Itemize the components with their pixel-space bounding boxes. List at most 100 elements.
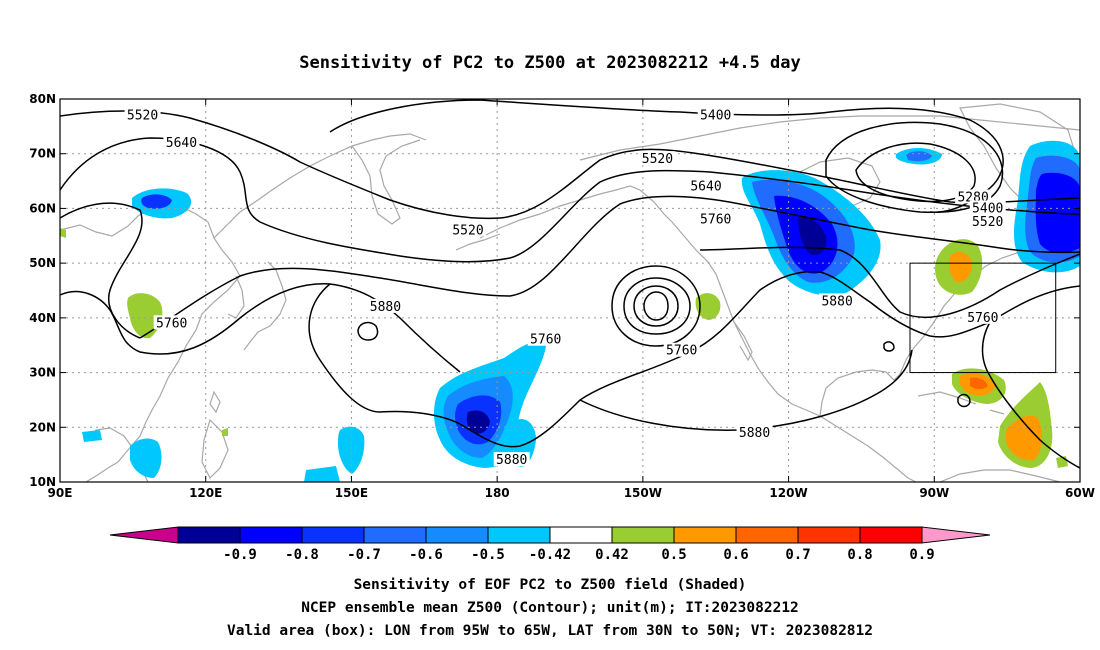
colorbar: -0.9 -0.8 -0.7 -0.6 -0.5 -0.42 0.42 0.5 0.6 0.7 0.…	[109, 526, 991, 563]
shade-pos-tropics	[222, 428, 228, 436]
colorbar-box	[487, 526, 551, 544]
contour-greenland-low-1	[855, 142, 976, 203]
coastline-south-america	[939, 469, 1061, 482]
shade-pos-china-small	[146, 308, 156, 318]
contour-5760-central	[139, 195, 1080, 339]
contour-label-bg	[819, 293, 856, 308]
contour-label-bg	[969, 214, 1006, 229]
coastline-aleutians	[455, 233, 501, 251]
coastline-central-america	[819, 415, 917, 482]
contour-label-bg	[493, 452, 530, 467]
contour-label-bg	[955, 189, 992, 204]
contour-label: 5640	[690, 180, 721, 195]
map-panel: 5520564054005520564057605520528054005520…	[29, 92, 1095, 500]
shade-pos-china	[127, 293, 163, 339]
figure-title: Sensitivity of PC2 to Z500 at 2023082212…	[299, 53, 801, 73]
contour-label-bg	[697, 107, 734, 122]
colorbar-high-arrow	[921, 526, 991, 544]
contour-label: 5400	[972, 201, 1003, 216]
contour-label: 5520	[972, 215, 1003, 230]
contour-small-loop-florida	[957, 393, 971, 408]
lon-tick-label: 120W	[769, 486, 807, 500]
contour-5880-pacific	[308, 283, 461, 425]
contour-label-bg	[163, 134, 200, 149]
shade-neg-westpac-small	[338, 426, 365, 474]
valid-area-box	[909, 262, 1057, 374]
lon-tick-label: 90W	[919, 486, 949, 500]
contour-label-bg	[969, 200, 1006, 215]
lon-tick-label: 60W	[1065, 486, 1095, 500]
contour-label: 5520	[127, 108, 158, 123]
colorbar-box	[301, 526, 365, 544]
colorbar-box	[363, 526, 427, 544]
contour-label-bg	[964, 309, 1001, 324]
contour-label: 5760	[530, 333, 561, 348]
contour-5880-caribbean	[981, 321, 1080, 469]
coastline-taiwan	[209, 390, 221, 414]
map-frame	[59, 98, 1081, 483]
contour-label: 5880	[496, 453, 527, 468]
contour-label: 5760	[700, 212, 731, 227]
contour-5760-low-outer	[611, 265, 701, 347]
contour-label-bg	[688, 178, 724, 193]
lon-tick-label: 150E	[335, 486, 368, 500]
contour-label: 5520	[452, 223, 483, 238]
contour-label-bg	[639, 151, 676, 166]
lat-tick-label: 60N	[29, 201, 56, 215]
shade-neg-pacific-peak	[466, 410, 490, 434]
contour-5880-east	[459, 270, 1080, 448]
contour-label-bg	[663, 342, 700, 357]
contour-5760-low-core	[643, 291, 669, 321]
lat-tick-label: 10N	[29, 475, 56, 489]
lat-tick-label: 50N	[29, 256, 56, 270]
lon-tick-label: 150W	[624, 486, 662, 500]
lat-tick-label: 80N	[29, 92, 56, 106]
shade-neg-scs-small	[82, 430, 102, 442]
contour-label: 5760	[967, 311, 998, 326]
colorbar-label: -0.7	[347, 547, 381, 563]
colorbar-label: -0.8	[285, 547, 319, 563]
colorbar-label: -0.6	[409, 547, 443, 563]
coastline-korea	[227, 275, 245, 319]
coastline-asia	[60, 205, 241, 482]
colorbar-label: 0.6	[723, 547, 748, 563]
lat-tick-label: 40N	[29, 311, 56, 325]
shade-pos-florida-peak	[970, 377, 988, 389]
colorbar-box	[549, 526, 613, 544]
contour-small-loop-sea	[883, 341, 895, 352]
colorbar-labels: -0.9 -0.8 -0.7 -0.6 -0.5 -0.42 0.42 0.5 0.6 0.7 0.…	[223, 547, 935, 563]
colorbar-label: 0.42	[595, 547, 629, 563]
colorbar-box	[673, 526, 737, 544]
colorbar-label: 0.7	[785, 547, 810, 563]
contour-5760-low-mid	[623, 277, 691, 335]
contour-label: 5880	[739, 426, 770, 441]
contour-label: 5760	[156, 316, 187, 331]
colorbar-box	[425, 526, 489, 544]
colorbar-box	[177, 526, 241, 544]
coastline-gulf-mexico	[819, 349, 913, 417]
contour-label: 5400	[700, 108, 731, 123]
coastline-canada-north	[579, 115, 1080, 161]
contour-5880-west	[60, 283, 461, 373]
contour-label-bg	[124, 107, 161, 122]
caption-shading: Sensitivity of EOF PC2 to Z500 field (Sh…	[354, 577, 747, 593]
colorbar-box	[735, 526, 799, 544]
colorbar-box	[859, 526, 923, 544]
contour-5640-west	[60, 137, 511, 263]
colorbar-label: 0.5	[661, 547, 686, 563]
longitude-ticks: 90E 120E 150E 180 150W 120W 90W 60W	[48, 99, 1095, 500]
contour-label: 5760	[666, 344, 697, 359]
colorbar-box	[239, 526, 303, 544]
contour-5880-small-high	[357, 321, 379, 341]
lat-tick-label: 30N	[29, 366, 56, 380]
contour-label-bg	[527, 331, 564, 346]
contour-5760-trough	[699, 246, 1080, 319]
lon-tick-label: 90E	[48, 486, 73, 500]
sensitivity-shading	[60, 140, 1080, 482]
contour-5880-south	[579, 349, 913, 431]
contour-label-bg	[367, 298, 404, 313]
contour-labels: 5520564054005520564057605520528054005520…	[124, 107, 1006, 468]
colorbar-boxes	[177, 526, 923, 544]
colorbar-box	[611, 526, 675, 544]
